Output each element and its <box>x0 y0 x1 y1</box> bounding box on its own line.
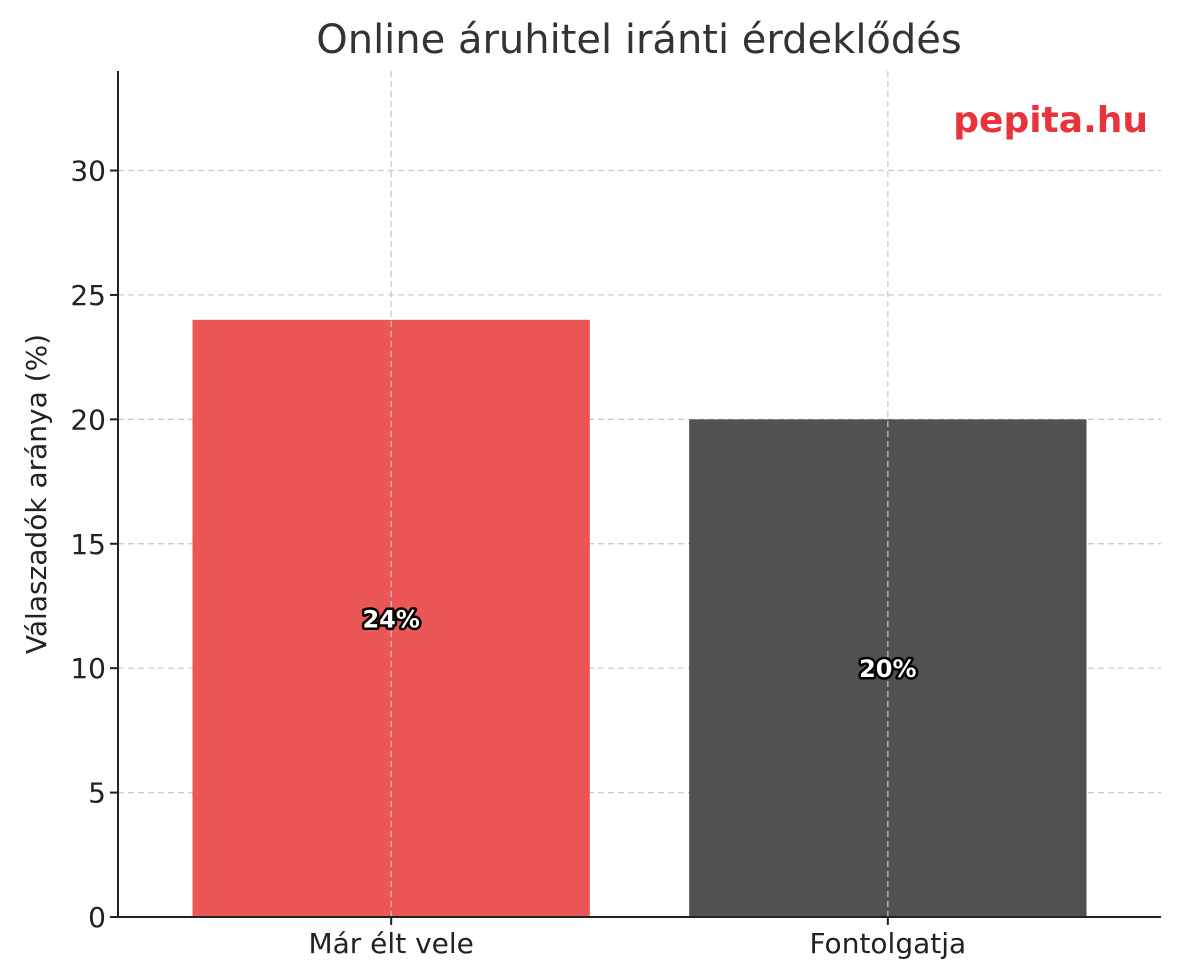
y-tick-label: 20 <box>70 403 106 436</box>
x-tick-label: Fontolgatja <box>809 927 966 960</box>
y-axis-ticks: 0 5 10 15 20 25 30 <box>70 155 118 934</box>
y-tick-label: 5 <box>88 777 106 810</box>
y-tick-label: 0 <box>88 901 106 934</box>
chart-title: Online áruhitel iránti érdeklődés <box>316 17 962 63</box>
vertical-grid <box>390 71 889 917</box>
bar-0 <box>192 319 590 918</box>
bars <box>192 319 1087 918</box>
x-axis-ticks: Már élt vele Fontolgatja <box>308 917 966 960</box>
bar-value-label: 20% <box>859 655 916 683</box>
y-tick-label: 15 <box>70 528 106 561</box>
y-tick-label: 25 <box>70 279 106 312</box>
y-tick-label: 30 <box>70 155 106 188</box>
watermark-logo: pepita.hu <box>953 100 1148 141</box>
bar-value-label: 24% <box>362 605 419 633</box>
bar-value-labels: 24% 20% <box>360 603 919 686</box>
y-axis-label: Válaszadók aránya (%) <box>20 334 53 654</box>
y-tick-label: 10 <box>70 652 106 685</box>
x-tick-label: Már élt vele <box>308 927 473 960</box>
